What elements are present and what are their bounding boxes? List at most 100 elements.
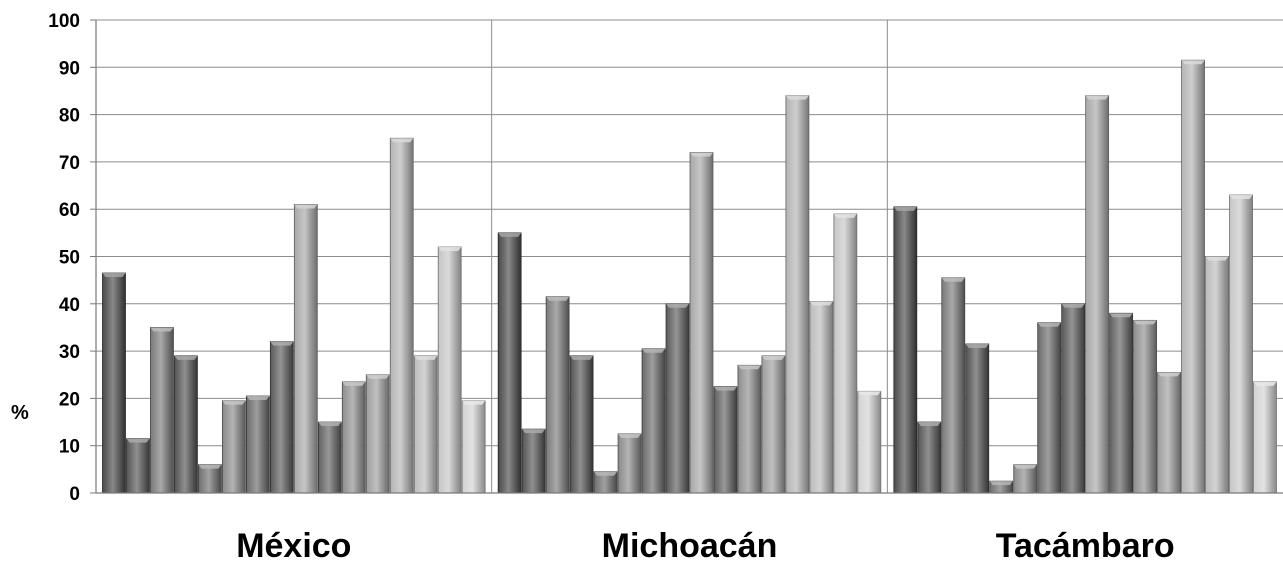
- y-tick-label: 50: [59, 248, 80, 269]
- bar-cap: [833, 213, 857, 218]
- bar-cap: [642, 348, 666, 353]
- bar: [761, 355, 786, 494]
- y-tick-label: 90: [59, 58, 80, 79]
- bar-cap: [1061, 303, 1085, 308]
- y-tick-label: 70: [59, 153, 80, 174]
- y-tick-label: 60: [59, 200, 80, 221]
- bar-cap: [1085, 95, 1109, 100]
- y-tick-labels: 0 10 20 30 40 50 60 70 80 90 100: [48, 11, 80, 505]
- bar-cap: [102, 273, 126, 278]
- category-label: México: [236, 527, 351, 561]
- bar-cap: [857, 391, 881, 396]
- bar: [150, 327, 174, 494]
- bar: [341, 381, 366, 494]
- y-axis-label: %: [11, 402, 29, 424]
- bar: [569, 355, 594, 494]
- bar-cap: [1205, 256, 1229, 261]
- bar-cap: [1013, 464, 1037, 469]
- bars: [102, 59, 1277, 494]
- bar-cap: [126, 438, 150, 443]
- bar: [617, 433, 642, 494]
- bar: [917, 421, 942, 494]
- bar: [737, 364, 762, 494]
- bar: [389, 137, 414, 494]
- bar: [941, 277, 966, 494]
- bar: [1037, 322, 1062, 494]
- bar: [497, 232, 522, 494]
- bar-cap: [174, 355, 198, 360]
- bar: [713, 386, 738, 494]
- bar-cap: [1181, 60, 1205, 65]
- y-tick-label: 20: [59, 389, 80, 410]
- bar-cap: [222, 400, 246, 405]
- bar: [437, 246, 462, 494]
- bar: [1109, 312, 1134, 494]
- bar: [1061, 303, 1086, 494]
- category-label: Tacámbaro: [996, 527, 1175, 561]
- bar-cap: [150, 327, 174, 332]
- axes: [90, 19, 1283, 494]
- bar: [365, 374, 390, 494]
- bar-cap: [1229, 195, 1253, 200]
- bar-cap: [270, 341, 294, 346]
- bar: [413, 355, 438, 494]
- bar: [965, 343, 990, 494]
- bar: [1205, 256, 1229, 494]
- bar: [665, 303, 690, 494]
- bar-cap: [414, 355, 438, 360]
- bar-cap: [893, 206, 917, 211]
- bar-cap: [198, 464, 222, 469]
- bar-cap: [390, 138, 414, 143]
- bar-cap: [1253, 381, 1277, 386]
- bar-cap: [522, 429, 546, 434]
- bar: [1133, 319, 1158, 494]
- bar-cap: [318, 422, 342, 427]
- bar: [1013, 464, 1038, 494]
- bar-cap: [917, 422, 941, 427]
- bar: [221, 400, 246, 494]
- bar: [269, 341, 294, 494]
- bar-cap: [965, 344, 989, 349]
- bar-cap: [342, 381, 366, 386]
- bar-cap: [989, 481, 1013, 486]
- bar-cap: [737, 365, 761, 370]
- bar-cap: [941, 277, 965, 282]
- bar: [461, 400, 486, 494]
- bar-cap: [594, 471, 618, 476]
- y-tick-label: 10: [59, 437, 80, 458]
- bar: [521, 428, 546, 494]
- bar-cap: [690, 152, 713, 157]
- bar-cap: [294, 204, 318, 209]
- bar: [641, 348, 666, 494]
- bar-cap: [809, 301, 833, 306]
- y-tick-label: 0: [69, 484, 80, 505]
- bar-cap: [785, 95, 809, 100]
- bar-cap: [438, 247, 462, 252]
- bar: [689, 152, 714, 494]
- bar: [174, 355, 198, 494]
- bar-cap: [246, 396, 270, 401]
- bar-cap: [713, 386, 737, 391]
- bar: [809, 301, 834, 494]
- bar: [1157, 371, 1181, 494]
- bar-cap: [366, 374, 390, 379]
- bar: [293, 204, 318, 494]
- bar: [1181, 59, 1205, 494]
- bar-cap: [761, 355, 785, 360]
- bar-cap: [570, 355, 594, 360]
- bar: [785, 95, 810, 494]
- bar: [1085, 95, 1110, 494]
- bar: [857, 390, 882, 494]
- y-tick-label: 80: [59, 106, 80, 127]
- bar: [245, 395, 270, 494]
- bar: [1229, 194, 1253, 494]
- bar-cap: [1157, 372, 1181, 377]
- bar-cap: [618, 433, 642, 438]
- bar-cap: [1037, 322, 1061, 327]
- bar: [198, 464, 222, 494]
- bar-cap: [1133, 320, 1157, 325]
- y-tick-label: 30: [59, 342, 80, 363]
- bar: [126, 438, 150, 494]
